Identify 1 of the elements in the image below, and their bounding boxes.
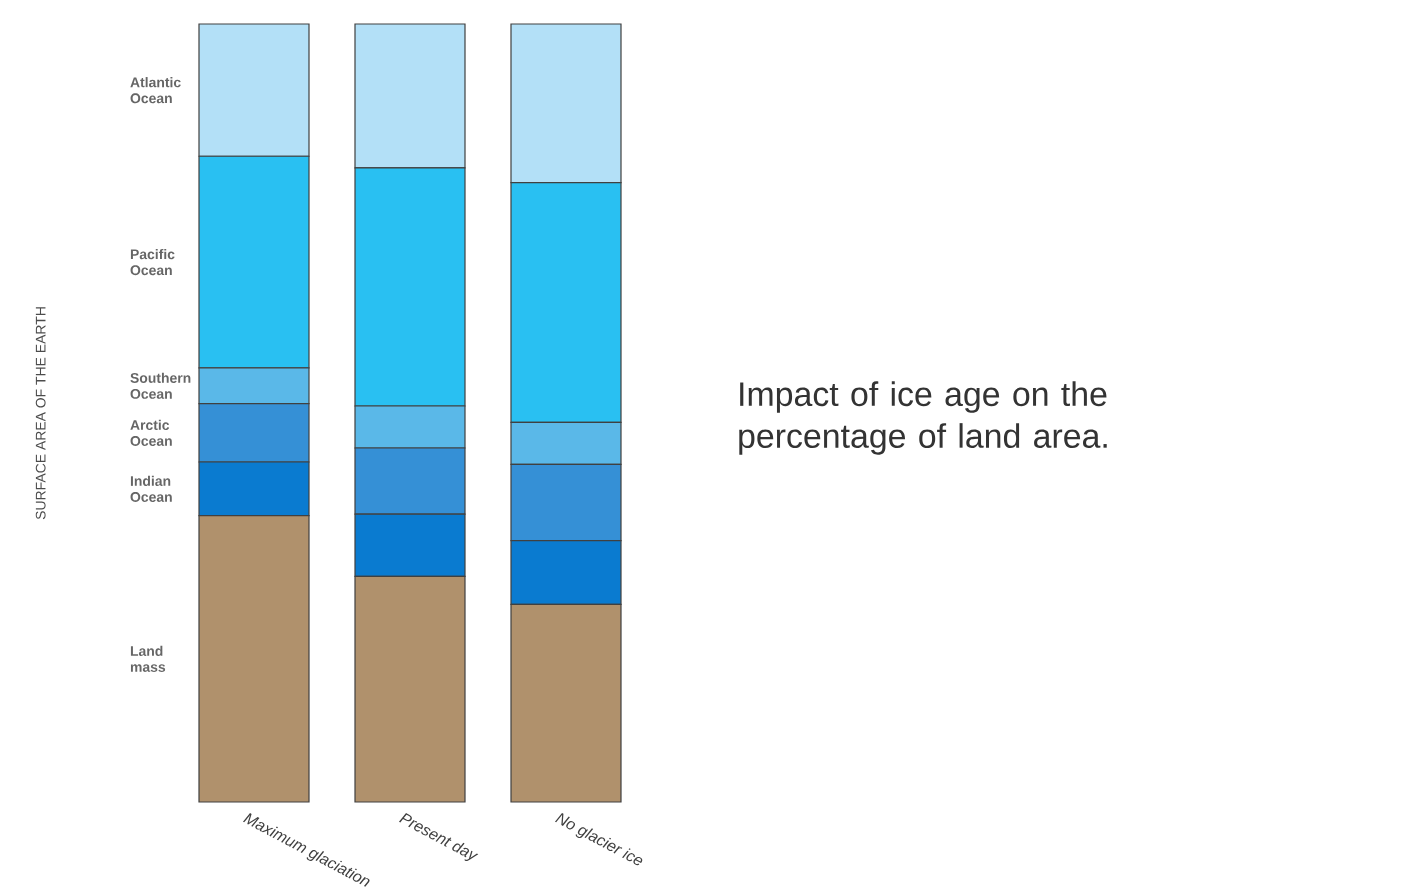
text: Impact of ice age on the percentage of land area. [739, 381, 1107, 455]
